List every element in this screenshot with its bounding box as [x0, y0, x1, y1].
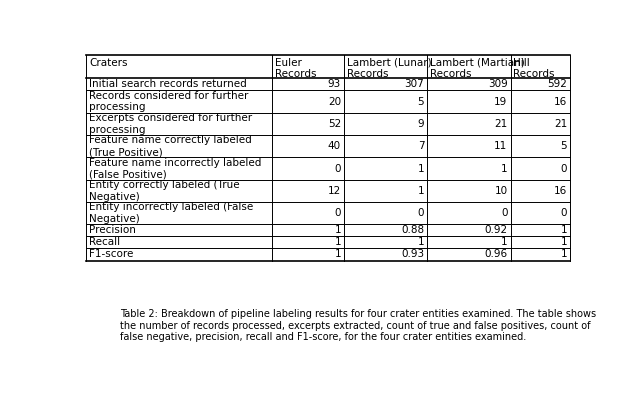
Text: 1: 1 [501, 237, 508, 248]
Text: 19: 19 [494, 97, 508, 107]
Text: 0: 0 [418, 208, 424, 218]
Text: 1: 1 [501, 163, 508, 174]
Text: Records considered for further
processing: Records considered for further processin… [89, 91, 248, 112]
Text: 1: 1 [561, 250, 567, 259]
Text: 0: 0 [561, 163, 567, 174]
Text: 0: 0 [501, 208, 508, 218]
Text: 1: 1 [418, 237, 424, 248]
Text: Feature name incorrectly labeled
(False Positive): Feature name incorrectly labeled (False … [89, 158, 261, 179]
Text: 16: 16 [554, 97, 567, 107]
Text: 0.96: 0.96 [484, 250, 508, 259]
Text: 11: 11 [494, 141, 508, 151]
Text: Recall: Recall [89, 237, 120, 248]
Text: 10: 10 [495, 186, 508, 196]
Text: 0.88: 0.88 [401, 225, 424, 235]
Text: 307: 307 [404, 79, 424, 90]
Text: Feature name correctly labeled
(True Positive): Feature name correctly labeled (True Pos… [89, 136, 252, 157]
Text: 309: 309 [488, 79, 508, 90]
Text: 12: 12 [328, 186, 341, 196]
Text: 1: 1 [561, 225, 567, 235]
Text: 0: 0 [561, 208, 567, 218]
Text: 16: 16 [554, 186, 567, 196]
Text: 20: 20 [328, 97, 341, 107]
Text: 21: 21 [494, 119, 508, 129]
Text: Craters: Craters [89, 58, 127, 68]
Text: 7: 7 [418, 141, 424, 151]
Text: 93: 93 [328, 79, 341, 90]
Text: 1: 1 [418, 186, 424, 196]
Text: F1-score: F1-score [89, 250, 133, 259]
Text: 0.92: 0.92 [484, 225, 508, 235]
Text: Lambert (Lunar)
Records: Lambert (Lunar) Records [347, 58, 431, 79]
Text: Entity incorrectly labeled (False
Negative): Entity incorrectly labeled (False Negati… [89, 202, 253, 224]
Text: 0.93: 0.93 [401, 250, 424, 259]
Text: Excerpts considered for further
processing: Excerpts considered for further processi… [89, 113, 252, 135]
Text: 5: 5 [561, 141, 567, 151]
Text: 9: 9 [418, 119, 424, 129]
Text: 0: 0 [335, 208, 341, 218]
Text: 1: 1 [334, 237, 341, 248]
Text: 1: 1 [334, 225, 341, 235]
Text: 1: 1 [334, 250, 341, 259]
Text: Precision: Precision [89, 225, 136, 235]
Text: Euler
Records: Euler Records [275, 58, 317, 79]
Text: 52: 52 [328, 119, 341, 129]
Text: Table 2: Breakdown of pipeline labeling results for four crater entities examine: Table 2: Breakdown of pipeline labeling … [120, 309, 596, 342]
Text: Entity correctly labeled (True
Negative): Entity correctly labeled (True Negative) [89, 180, 239, 202]
Text: Initial search records returned: Initial search records returned [89, 79, 246, 90]
Text: 0: 0 [335, 163, 341, 174]
Text: 5: 5 [418, 97, 424, 107]
Text: 40: 40 [328, 141, 341, 151]
Text: Lambert (Martian)
Records: Lambert (Martian) Records [430, 58, 525, 79]
Text: 1: 1 [418, 163, 424, 174]
Text: 1: 1 [561, 237, 567, 248]
Text: 21: 21 [554, 119, 567, 129]
Text: Hill
Records: Hill Records [513, 58, 555, 79]
Text: 592: 592 [547, 79, 567, 90]
